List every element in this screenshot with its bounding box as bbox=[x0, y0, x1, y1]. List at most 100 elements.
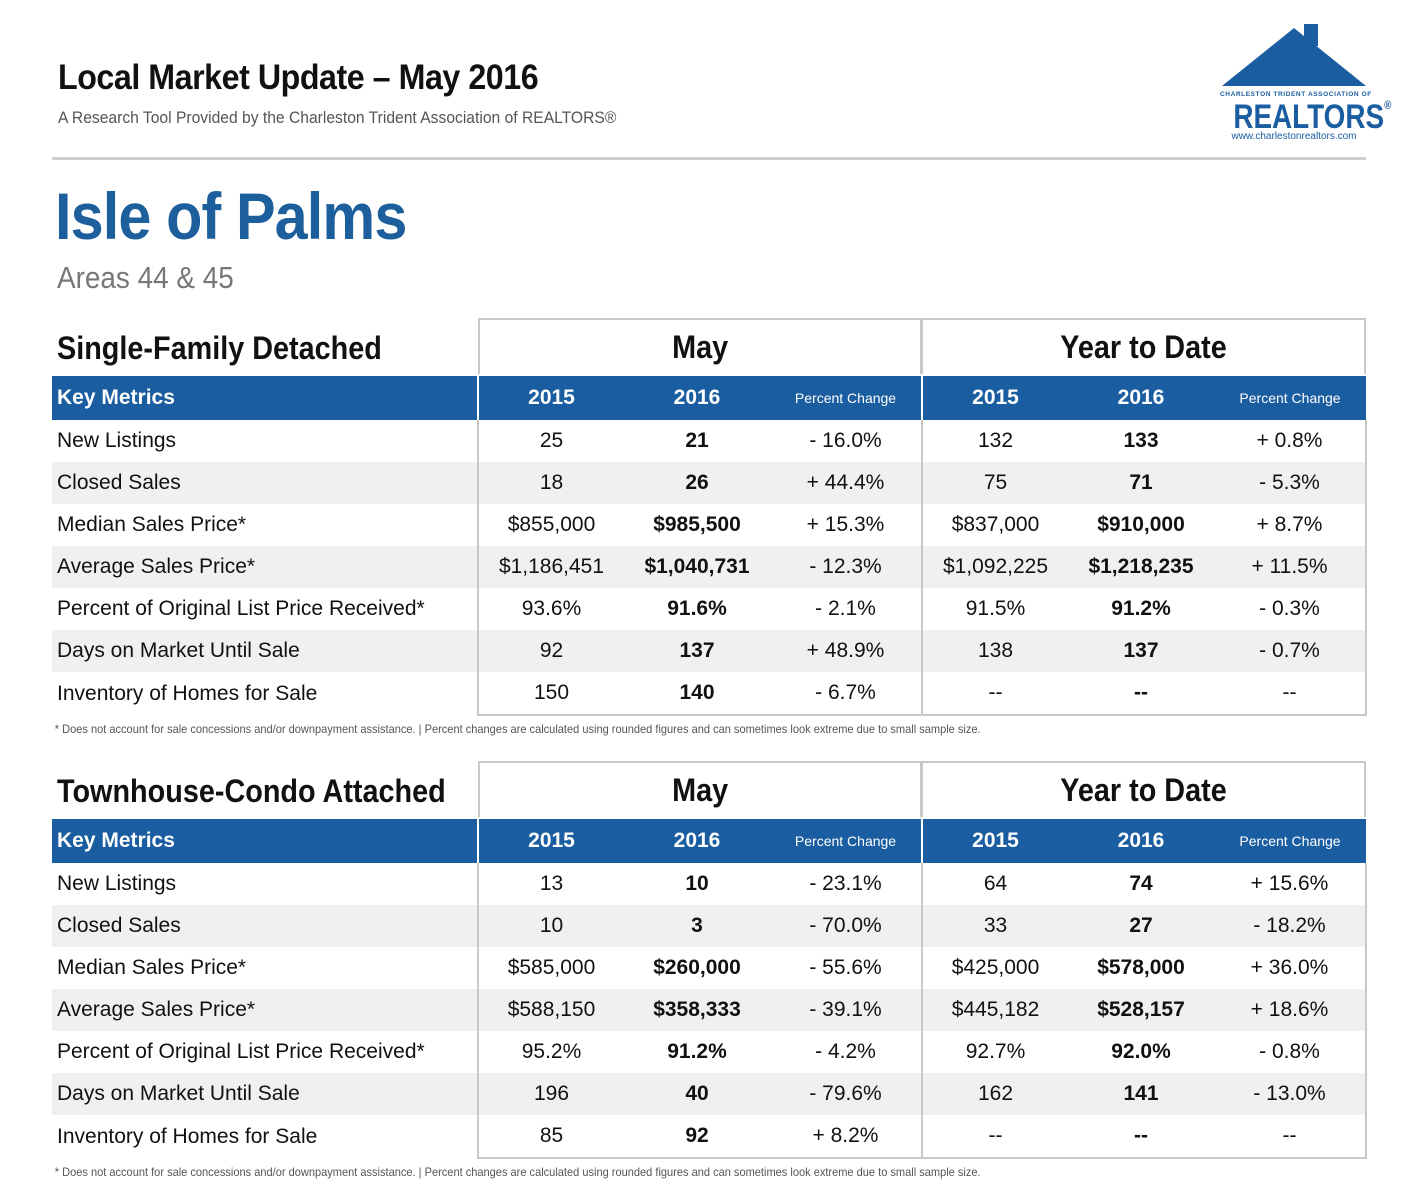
area-title: Isle of Palms bbox=[55, 179, 407, 253]
may-2016-value: 91.6% bbox=[667, 597, 727, 620]
metric-name: Median Sales Price* bbox=[57, 956, 247, 979]
may-percent-change: - 6.7% bbox=[770, 672, 922, 716]
may-2016-value: $1,040,731 bbox=[624, 546, 770, 588]
ytd-2016-value: -- bbox=[1068, 672, 1214, 716]
report-header: Local Market Update – May 2016 A Researc… bbox=[58, 58, 665, 128]
metric-name: Inventory of Homes for Sale bbox=[57, 1124, 318, 1148]
may-2015-value: 18 bbox=[477, 462, 624, 504]
table-row: Percent of Original List Price Received*… bbox=[52, 1031, 1367, 1073]
ytd-2015-value: 132 bbox=[921, 420, 1068, 462]
table-row: Inventory of Homes for Sale 150 140- 6.7% -… bbox=[52, 672, 1367, 716]
ytd-2015-value: $1,092,225 bbox=[921, 546, 1068, 588]
may-2016-value: $260,000 bbox=[653, 956, 741, 979]
may-label: May bbox=[671, 771, 729, 808]
ytd-percent-change: - 13.0% bbox=[1214, 1073, 1367, 1115]
col-may-2016: 2016 bbox=[624, 376, 770, 420]
realtors-logo: CHARLESTON TRIDENT ASSOCIATION OF REALTO… bbox=[1220, 22, 1391, 144]
table-row: Average Sales Price* $588,150 $358,333- 39… bbox=[52, 989, 1367, 1031]
metric-name: Average Sales Price* bbox=[52, 546, 478, 588]
section-header: Townhouse-Condo Attached May Year to Date bbox=[52, 761, 1366, 819]
may-2016-value: 26 bbox=[624, 462, 770, 504]
header-divider bbox=[52, 157, 1366, 160]
col-ytd-percent-change: Percent Change bbox=[1214, 376, 1366, 420]
metric-name: Days on Market Until Sale bbox=[52, 630, 478, 672]
may-2016-value: 137 bbox=[624, 630, 770, 672]
col-ytd-2015: 2015 bbox=[921, 819, 1068, 863]
ytd-percent-change: + 8.7% bbox=[1214, 504, 1367, 546]
may-2015-value: 95.2% bbox=[477, 1031, 624, 1073]
section-title: Single-Family Detached bbox=[57, 330, 382, 366]
section-single-family: Single-Family Detached May Year to Date Key… bbox=[52, 318, 1367, 736]
ytd-2016-value: $1,218,235 bbox=[1068, 546, 1214, 588]
may-percent-change: + 48.9% bbox=[770, 630, 922, 672]
ytd-percent-change: - 0.7% bbox=[1214, 630, 1367, 672]
may-2016-value: 140 bbox=[624, 672, 770, 716]
house-roof-icon bbox=[1222, 24, 1366, 86]
may-2015-value: 92 bbox=[477, 630, 624, 672]
metric-name: Median Sales Price* bbox=[57, 513, 247, 536]
table-row: Median Sales Price* $855,000 $985,500 + 15.… bbox=[52, 504, 1367, 546]
ytd-percent-change: + 11.5% bbox=[1214, 546, 1367, 588]
metric-name: Average Sales Price* bbox=[52, 989, 478, 1031]
may-percent-change: + 8.2% bbox=[770, 1115, 922, 1159]
ytd-2016-value: 137 bbox=[1068, 630, 1214, 672]
ytd-percent-change: + 0.8% bbox=[1214, 420, 1367, 462]
ytd-2016-value: 133 bbox=[1123, 429, 1159, 452]
ytd-2016-value: 141 bbox=[1068, 1073, 1214, 1115]
metric-name: Closed Sales bbox=[52, 462, 478, 504]
ytd-percent-change: -- bbox=[1214, 672, 1367, 716]
may-2015-value: 85 bbox=[477, 1115, 624, 1159]
metrics-table: Key Metrics 2015 2016 Percent Change 2015 201… bbox=[52, 376, 1367, 716]
ytd-2015-value: $837,000 bbox=[921, 504, 1068, 546]
ytd-percent-change: -- bbox=[1214, 1115, 1367, 1159]
may-2016-value: 91.2% bbox=[667, 1040, 727, 1063]
metric-name: Percent of Original List Price Received* bbox=[57, 1040, 425, 1063]
ytd-2016-value: -- bbox=[1068, 1115, 1214, 1159]
ytd-2015-value: 138 bbox=[921, 630, 1068, 672]
col-may-2016: 2016 bbox=[624, 819, 770, 863]
table-row: Closed Sales 18 26 + 44.4% 75 71- 5.3% bbox=[52, 462, 1367, 504]
section-title: Townhouse-Condo Attached bbox=[57, 773, 446, 809]
may-2016-value: 10 bbox=[685, 872, 709, 895]
metric-name: Inventory of Homes for Sale bbox=[57, 681, 318, 705]
table-row: Percent of Original List Price Received*… bbox=[52, 588, 1367, 630]
table-header-row: Key Metrics 2015 2016 Percent Change 2015 201… bbox=[52, 376, 1366, 420]
may-2016-value: 92 bbox=[624, 1115, 770, 1159]
metric-name: New Listings bbox=[57, 872, 177, 895]
may-2015-value: 150 bbox=[477, 672, 624, 716]
may-2015-value: $588,150 bbox=[477, 989, 624, 1031]
table-row: New Listings 13 10 - 23.1% 64 74 + 15.6% bbox=[52, 863, 1367, 905]
metric-name: Days on Market Until Sale bbox=[52, 1073, 478, 1115]
metric-name: Closed Sales bbox=[52, 905, 478, 947]
may-2016-value: 21 bbox=[685, 429, 709, 452]
may-2016-value: 3 bbox=[624, 905, 770, 947]
table-row: Inventory of Homes for Sale 85 92 + 8.2% -- -… bbox=[52, 1115, 1367, 1159]
table-row: Days on Market Until Sale 92 137 + 48.9% 138… bbox=[52, 630, 1367, 672]
ytd-label: Year to Date bbox=[1060, 771, 1227, 808]
area-subtitle: Areas 44 & 45 bbox=[57, 260, 234, 295]
may-percent-change: - 4.2% bbox=[815, 1040, 876, 1063]
ytd-2015-value: 33 bbox=[921, 905, 1068, 947]
table-row: New Listings 25 21 - 16.0% 132 133 + 0.8% bbox=[52, 420, 1367, 462]
may-2015-value: $585,000 bbox=[477, 947, 624, 989]
ytd-group-header: Year to Date bbox=[921, 761, 1366, 817]
ytd-percent-change: + 36.0% bbox=[1214, 947, 1367, 989]
may-percent-change: - 79.6% bbox=[770, 1073, 922, 1115]
may-percent-change: - 55.6% bbox=[809, 956, 882, 979]
may-2016-value: $985,500 bbox=[653, 513, 741, 536]
col-ytd-2015: 2015 bbox=[921, 376, 1068, 420]
may-group-header: May bbox=[478, 761, 922, 817]
col-key-metrics: Key Metrics bbox=[52, 819, 478, 863]
metric-name: Percent of Original List Price Received* bbox=[57, 597, 425, 620]
may-percent-change: + 44.4% bbox=[770, 462, 922, 504]
table-row: Average Sales Price* $1,186,451 $1,040,731… bbox=[52, 546, 1367, 588]
col-ytd-percent-change: Percent Change bbox=[1214, 819, 1366, 863]
report-subtitle: A Research Tool Provided by the Charlest… bbox=[58, 108, 617, 127]
footnote: * Does not account for sale concessions … bbox=[54, 722, 981, 736]
col-may-2015: 2015 bbox=[477, 819, 624, 863]
col-may-percent-change: Percent Change bbox=[770, 376, 922, 420]
metric-name: New Listings bbox=[57, 429, 177, 452]
may-2015-value: 13 bbox=[477, 863, 624, 905]
table-row: Median Sales Price* $585,000 $260,000 - 55.… bbox=[52, 947, 1367, 989]
table-row: Days on Market Until Sale 196 40- 79.6% 162… bbox=[52, 1073, 1367, 1115]
